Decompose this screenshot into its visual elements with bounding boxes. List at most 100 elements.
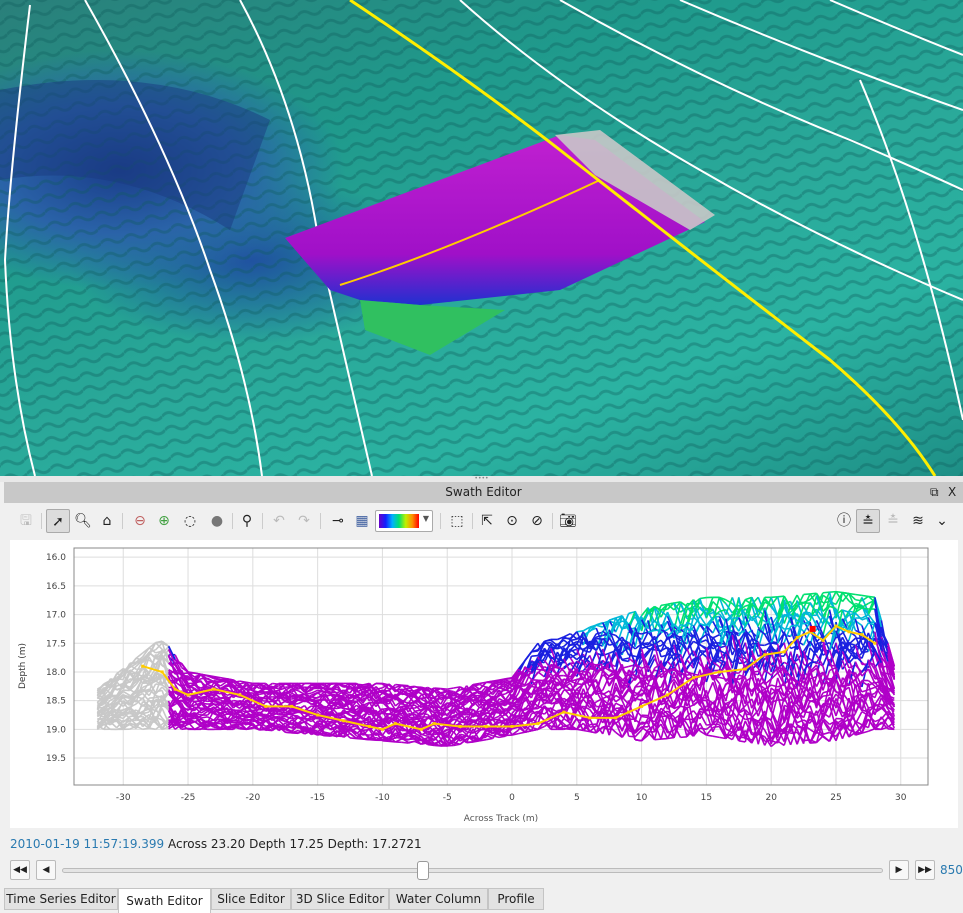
swath-chart-panel[interactable]: -30 -25 -20 -15 -10 -5 0 5 10 15 20 25 30 16.0 16.5 17… xyxy=(10,540,958,828)
sounding-segment xyxy=(200,707,208,712)
sounding-segment xyxy=(556,639,565,646)
sounding-segment xyxy=(122,678,131,690)
selection-rect-icon[interactable]: ⬚ xyxy=(450,513,464,529)
sounding-segment xyxy=(343,709,351,716)
sounding-segment xyxy=(640,616,649,630)
sounding-segment xyxy=(414,710,422,719)
screenshot-icon[interactable]: 📷︎ xyxy=(559,513,577,529)
sounding-segment xyxy=(725,599,733,605)
sounding-segment xyxy=(116,696,124,704)
sounding-segment xyxy=(155,698,163,702)
sounding-segment xyxy=(550,672,559,690)
sounding-segment xyxy=(109,685,118,694)
sounding-segment xyxy=(110,695,117,698)
sounding-segment xyxy=(304,688,312,695)
sounding-segment xyxy=(615,620,623,626)
lasso-select-icon[interactable]: ◌ xyxy=(183,513,197,529)
multi-ping-icon[interactable]: ≛ xyxy=(887,513,899,529)
sounding-segment xyxy=(233,704,241,707)
sounding-segment xyxy=(323,707,331,712)
sounding-segment xyxy=(123,689,130,692)
sounding-segment xyxy=(725,630,733,634)
sounding-segment xyxy=(822,591,830,594)
sounding-segment xyxy=(738,642,747,659)
sounding-segment xyxy=(207,683,215,689)
sounding-segment xyxy=(679,609,688,633)
sounding-segment xyxy=(712,621,721,634)
sounding-segment xyxy=(317,715,325,719)
sounding-segment xyxy=(841,643,850,662)
sounding-segment xyxy=(206,697,215,706)
panel-splitter[interactable]: •••• xyxy=(0,476,963,482)
sounding-segment xyxy=(504,690,513,701)
sounding-segment xyxy=(589,663,597,671)
colormap-select[interactable]: ▼ xyxy=(375,510,433,532)
pick-point-icon[interactable]: ⊙ xyxy=(506,513,518,529)
sounding-segment xyxy=(155,694,163,704)
home-icon[interactable]: ⌂ xyxy=(102,513,112,529)
pick-measure-icon[interactable]: ⊘ xyxy=(531,513,543,529)
3d-view[interactable] xyxy=(0,0,963,476)
expand-icon[interactable]: ⌄ xyxy=(936,513,948,529)
sounding-segment xyxy=(692,606,701,617)
sounding-segment xyxy=(284,685,293,691)
sounding-segment xyxy=(388,693,397,707)
sounding-segment xyxy=(167,689,176,698)
sounding-segment xyxy=(492,715,500,720)
sounding-segment xyxy=(485,711,494,725)
sounding-segment xyxy=(815,595,824,617)
sounding-segment xyxy=(194,672,202,676)
sounding-segment xyxy=(744,604,753,627)
lasso-accept-icon[interactable]: ⊕ xyxy=(158,513,170,529)
sounding-segment xyxy=(550,648,559,667)
sounding-segment xyxy=(634,663,643,669)
sounding-segment xyxy=(414,690,422,695)
swath-chart[interactable]: -30 -25 -20 -15 -10 -5 0 5 10 15 20 25 30 16.016.517… xyxy=(10,540,958,828)
info-icon[interactable]: ⓘ xyxy=(837,513,851,529)
color-by-icon[interactable]: ▦ xyxy=(355,513,369,529)
sounding-segment xyxy=(187,704,195,708)
sounding-segment xyxy=(673,668,681,674)
swath-stack-icon[interactable]: ≋ xyxy=(912,513,924,529)
sounding-segment xyxy=(96,688,105,696)
sounding-segment xyxy=(246,687,254,692)
sounding-segment xyxy=(751,603,759,611)
sounding-segment xyxy=(718,631,727,650)
sounding-segment xyxy=(556,647,565,663)
undo-icon[interactable]: ↶ xyxy=(273,513,285,529)
redo-icon[interactable]: ↷ xyxy=(298,513,310,529)
float-window-icon[interactable]: ⧉ xyxy=(930,485,939,499)
sounding-segment xyxy=(686,650,695,660)
sounding-segment xyxy=(530,656,539,671)
sounding-segment xyxy=(602,665,610,672)
point-select-icon[interactable]: ● xyxy=(210,513,224,529)
sounding-segment xyxy=(744,676,753,683)
pick-info-icon[interactable]: ⇱ xyxy=(481,513,493,529)
sounding-segment xyxy=(375,709,384,720)
pointer-icon[interactable]: ➚ xyxy=(46,509,70,533)
sounding-segment xyxy=(770,621,779,629)
sounding-segment xyxy=(207,692,215,696)
lasso-reject-icon[interactable]: ⊖ xyxy=(134,513,146,529)
sounding-segment xyxy=(809,643,818,670)
sounding-segment xyxy=(142,673,150,679)
sounding-segment xyxy=(167,646,176,660)
sounding-segment xyxy=(776,606,785,623)
close-button[interactable]: X xyxy=(948,485,957,499)
point-style-icon[interactable]: ⊸ xyxy=(332,513,344,529)
sounding-segment xyxy=(602,669,610,678)
sounding-segment xyxy=(557,636,565,641)
sounding-segment xyxy=(744,615,753,633)
single-ping-icon[interactable]: ≛ xyxy=(856,509,880,533)
sounding-segment xyxy=(822,670,831,691)
sounding-segment xyxy=(634,631,642,635)
sounding-segment xyxy=(265,707,273,711)
sounding-segment xyxy=(180,677,189,686)
save-icon[interactable]: 🖫 xyxy=(20,513,32,529)
sounding-segment xyxy=(343,690,351,697)
zoom-icon[interactable]: 🔍︎ xyxy=(74,513,92,529)
sounding-segment xyxy=(570,648,578,653)
vessel-track-line xyxy=(349,0,937,476)
sounding-segment xyxy=(472,683,480,688)
filter-icon[interactable]: ⚲ xyxy=(241,513,253,529)
